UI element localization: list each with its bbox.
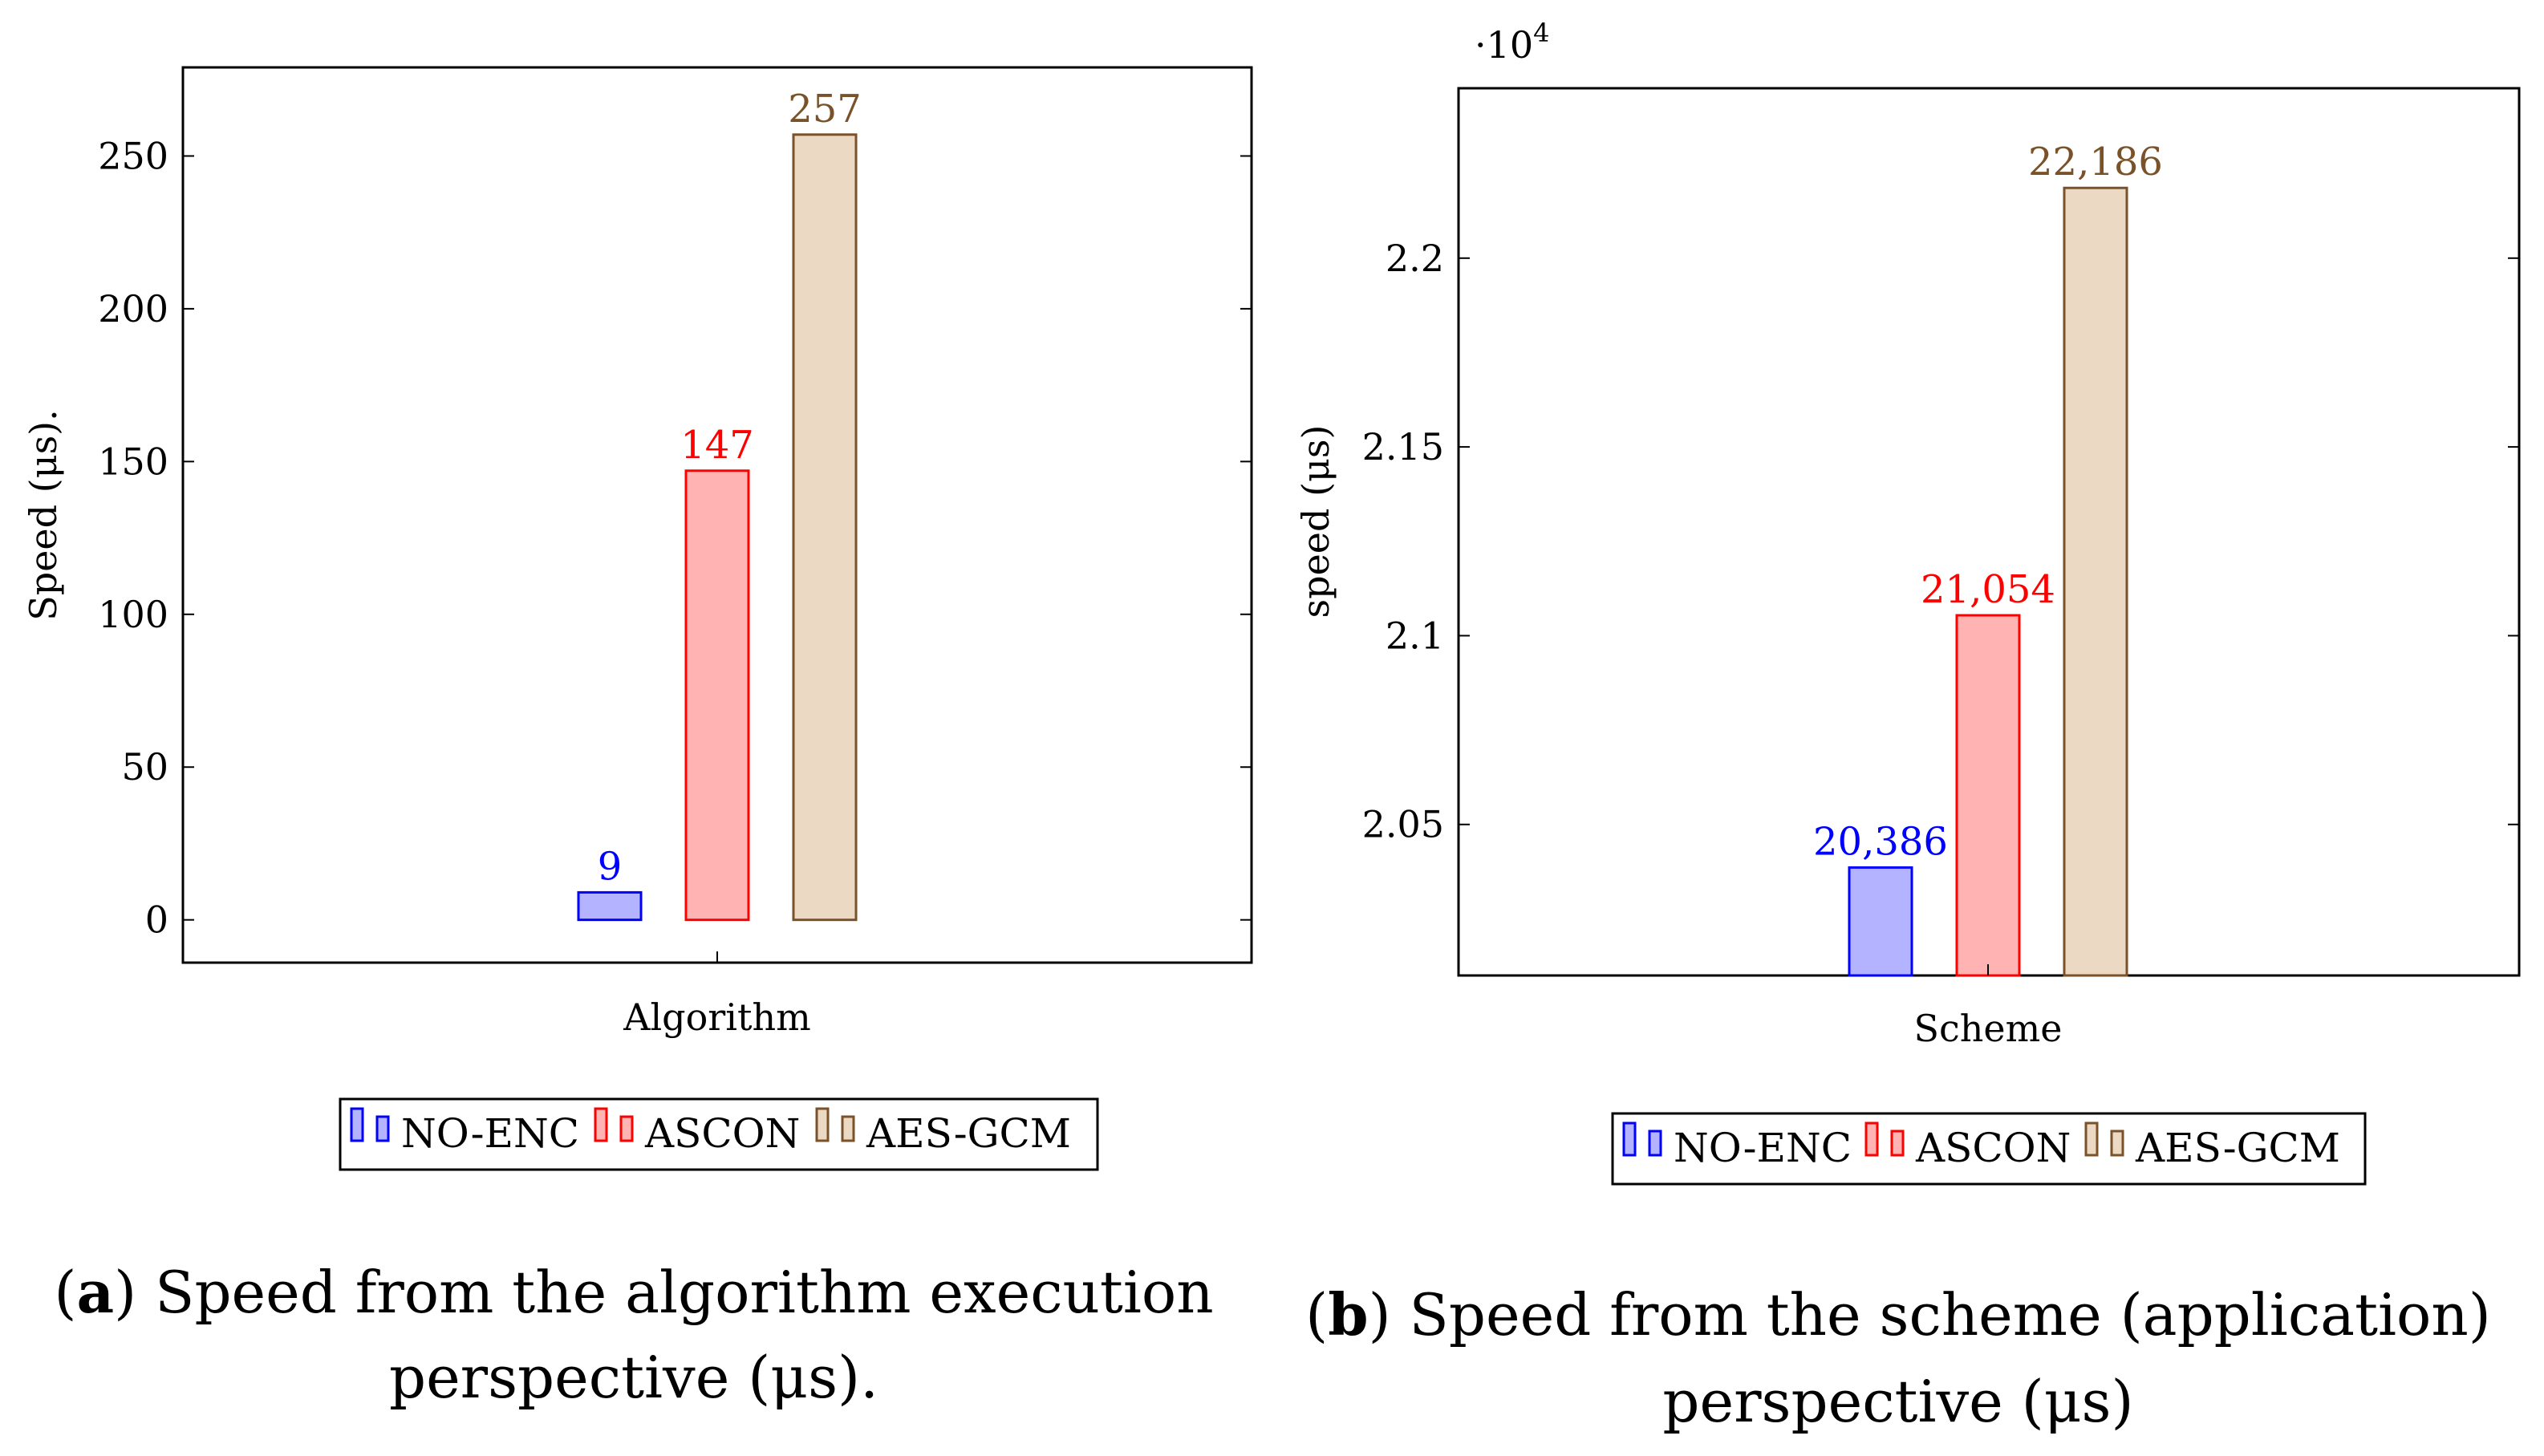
legend-item-ascon-a: ASCON [594, 1107, 800, 1157]
data-label-ascon-a: 147 [680, 423, 754, 468]
y-axis-label-a: Speed (μs). [22, 409, 65, 621]
y-axis-ticks-a: 0 50 100 150 200 250 [98, 134, 1252, 942]
axis-multiplier-b: ·104 [1475, 18, 1550, 67]
bars-b: 20,386 21,054 22,186 [1813, 140, 2163, 977]
legend-item-aes-gcm-a: AES-GCM [815, 1107, 1071, 1157]
y-tick-label: 2.2 [1386, 237, 1444, 280]
y-tick-label: 100 [98, 593, 168, 636]
data-label-aes-gcm-b: 22,186 [2028, 140, 2163, 185]
legend-label-no-enc-b: NO-ENC [1674, 1125, 1852, 1171]
legend-box-a [339, 1097, 1099, 1171]
legend-swatch-b-a2 [841, 1115, 855, 1142]
data-label-ascon-b: 21,054 [1921, 567, 2055, 612]
y-tick-label: 200 [98, 287, 168, 331]
y-tick-label: 2.05 [1362, 803, 1444, 846]
legend-label-aes-gcm-a: AES-GCM [866, 1110, 1071, 1157]
legend-item-aes-gcm-b: AES-GCM [2084, 1121, 2340, 1171]
legend-label-ascon-b: ASCON [1915, 1125, 2071, 1171]
x-axis-label-a: Algorithm [623, 996, 811, 1039]
caption-a-line1: (a) Speed from the algorithm execution [54, 1258, 1213, 1326]
panel-a: 0 50 100 150 200 250 9 147 257 Algorithm Speed … [22, 66, 1253, 1411]
y-tick-label: 2.15 [1362, 425, 1444, 468]
legend-swatch-b2 [2084, 1121, 2099, 1157]
x-axis-label-b: Scheme [1914, 1007, 2063, 1050]
data-label-no-enc-a: 9 [598, 844, 623, 889]
legend-swatch-b-b0 [1648, 1130, 1662, 1157]
legend-label-ascon-a: ASCON [644, 1110, 800, 1157]
y-tick-label: 2.1 [1386, 614, 1444, 657]
caption-b-line2: perspective (μs) [1662, 1368, 2133, 1435]
legend-item-ascon-b: ASCON [1864, 1121, 2071, 1171]
legend-swatch-b-a0 [375, 1115, 390, 1142]
bar-aes-gcm-b [2063, 186, 2128, 977]
legend-swatch-a2 [815, 1107, 830, 1142]
caption-a-line2: perspective (μs). [389, 1344, 878, 1411]
legend-b: NO-ENC ASCON AES-GCM [1611, 1112, 2367, 1186]
bar-no-enc-b [1848, 866, 1913, 977]
bar-no-enc-a [577, 890, 643, 922]
legend-item-no-enc-a: NO-ENC [350, 1107, 579, 1157]
legend-swatch-b1 [1864, 1121, 1879, 1157]
data-label-no-enc-b: 20,386 [1813, 819, 1948, 864]
panel-b: 2.05 2.1 2.15 2.2 20,386 21,054 22,186 Scheme… [1294, 18, 2521, 1435]
y-axis-label-b: speed (μs) [1294, 425, 1337, 618]
legend-box-b [1611, 1112, 2367, 1186]
bars-a: 9 147 257 [577, 87, 862, 922]
y-tick-label: 150 [98, 440, 168, 483]
y-tick-label: 250 [98, 134, 168, 177]
y-axis-ticks-b: 2.05 2.1 2.15 2.2 [1362, 237, 2519, 846]
bar-aes-gcm-a [792, 133, 858, 922]
bar-ascon-b [1955, 614, 2021, 977]
bar-ascon-a [684, 469, 750, 922]
caption-b-line1: (b) Speed from the scheme (application) [1305, 1280, 2491, 1349]
legend-label-no-enc-a: NO-ENC [401, 1110, 579, 1157]
legend-label-aes-gcm-b: AES-GCM [2135, 1125, 2340, 1171]
legend-swatch-a1 [594, 1107, 608, 1142]
y-tick-label: 50 [121, 745, 168, 789]
legend-swatch-b-b1 [1890, 1130, 1905, 1157]
legend-swatch-b-b2 [2110, 1130, 2124, 1157]
legend-swatch-a0 [350, 1107, 364, 1142]
legend-item-no-enc-b: NO-ENC [1622, 1121, 1852, 1171]
legend-a: NO-ENC ASCON AES-GCM [339, 1097, 1099, 1171]
y-tick-label: 0 [145, 898, 168, 942]
data-label-aes-gcm-a: 257 [788, 87, 862, 132]
legend-swatch-b0 [1622, 1121, 1637, 1157]
legend-swatch-b-a1 [619, 1115, 634, 1142]
